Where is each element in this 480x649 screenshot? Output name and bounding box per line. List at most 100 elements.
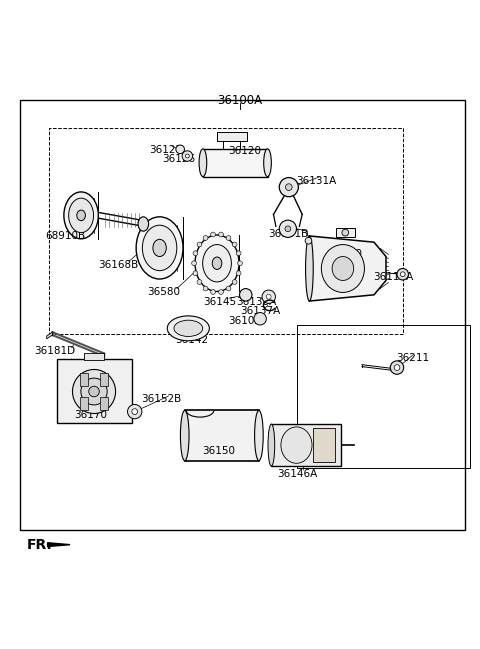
Bar [99, 397, 108, 410]
Ellipse shape [193, 251, 198, 256]
Ellipse shape [254, 410, 263, 461]
Circle shape [286, 184, 292, 191]
Ellipse shape [199, 149, 207, 177]
Polygon shape [47, 332, 52, 339]
Circle shape [132, 409, 138, 415]
Circle shape [400, 272, 405, 276]
Circle shape [176, 145, 184, 154]
Text: 36152B: 36152B [141, 394, 181, 404]
Text: 36131B: 36131B [268, 228, 308, 239]
Ellipse shape [203, 236, 208, 240]
Ellipse shape [167, 316, 209, 341]
Polygon shape [48, 543, 70, 546]
Ellipse shape [332, 256, 354, 280]
Ellipse shape [281, 427, 312, 463]
Text: 36117A: 36117A [373, 272, 413, 282]
Circle shape [279, 220, 297, 238]
Bar [271, 424, 341, 466]
Ellipse shape [238, 261, 242, 265]
Ellipse shape [69, 198, 94, 232]
Ellipse shape [197, 242, 202, 247]
Ellipse shape [153, 239, 166, 256]
Bar [298, 324, 470, 468]
Circle shape [394, 365, 400, 371]
Ellipse shape [236, 271, 241, 276]
Ellipse shape [81, 378, 107, 405]
Circle shape [262, 290, 276, 304]
Ellipse shape [193, 271, 198, 276]
Ellipse shape [264, 149, 271, 177]
Text: 36580: 36580 [147, 287, 180, 297]
Text: 36211: 36211 [396, 353, 429, 363]
Ellipse shape [203, 286, 208, 291]
Text: FR.: FR. [27, 537, 53, 552]
Ellipse shape [143, 225, 177, 271]
Text: 36150: 36150 [202, 447, 235, 456]
Bar [57, 360, 132, 422]
Circle shape [240, 289, 252, 301]
Text: 36126: 36126 [162, 154, 195, 164]
Ellipse shape [203, 245, 231, 282]
Ellipse shape [232, 242, 237, 247]
Circle shape [182, 151, 192, 162]
Ellipse shape [236, 251, 241, 256]
Circle shape [342, 229, 348, 236]
Ellipse shape [218, 232, 223, 237]
Text: 36137A: 36137A [240, 306, 280, 316]
Text: 36100A: 36100A [217, 94, 263, 107]
Ellipse shape [322, 245, 364, 293]
Circle shape [390, 361, 404, 374]
Ellipse shape [226, 236, 231, 240]
Bar [99, 373, 108, 386]
Bar [80, 397, 88, 410]
Text: 36168B: 36168B [98, 260, 138, 270]
Ellipse shape [195, 235, 239, 291]
Ellipse shape [64, 192, 98, 239]
Bar [313, 428, 335, 462]
Text: 68910B: 68910B [45, 231, 85, 241]
Circle shape [128, 404, 142, 419]
Ellipse shape [268, 424, 275, 466]
Text: 36146A: 36146A [277, 469, 318, 479]
Ellipse shape [136, 217, 183, 279]
Circle shape [266, 295, 271, 299]
Text: 36145: 36145 [203, 297, 236, 306]
Ellipse shape [226, 286, 231, 291]
Bar [185, 410, 259, 461]
Bar [203, 149, 267, 177]
Text: 36142: 36142 [176, 335, 209, 345]
Ellipse shape [197, 280, 202, 284]
Circle shape [254, 313, 266, 325]
Ellipse shape [89, 386, 99, 397]
Ellipse shape [211, 232, 216, 237]
Bar [48, 129, 403, 334]
Ellipse shape [192, 261, 196, 265]
Circle shape [279, 178, 299, 197]
Text: 36127: 36127 [149, 145, 182, 155]
Ellipse shape [180, 410, 189, 461]
Circle shape [185, 154, 189, 158]
Text: 36120: 36120 [228, 146, 261, 156]
Circle shape [397, 269, 408, 280]
Ellipse shape [306, 236, 313, 301]
Text: 36181D: 36181D [34, 346, 75, 356]
Ellipse shape [77, 210, 85, 221]
Text: 36131A: 36131A [297, 176, 336, 186]
Circle shape [285, 226, 291, 232]
Text: 36138A: 36138A [236, 297, 276, 306]
Ellipse shape [232, 280, 237, 284]
Circle shape [305, 238, 312, 244]
Text: 36102: 36102 [228, 315, 261, 326]
Text: 36170: 36170 [74, 410, 107, 421]
Bar [84, 353, 104, 360]
Bar [336, 228, 355, 238]
Text: 36110: 36110 [329, 249, 362, 259]
Ellipse shape [174, 320, 203, 336]
Bar [80, 373, 88, 386]
Ellipse shape [211, 289, 216, 295]
Ellipse shape [218, 289, 223, 295]
Bar [217, 132, 247, 141]
Ellipse shape [212, 257, 222, 269]
Ellipse shape [138, 217, 149, 231]
Ellipse shape [72, 369, 116, 413]
